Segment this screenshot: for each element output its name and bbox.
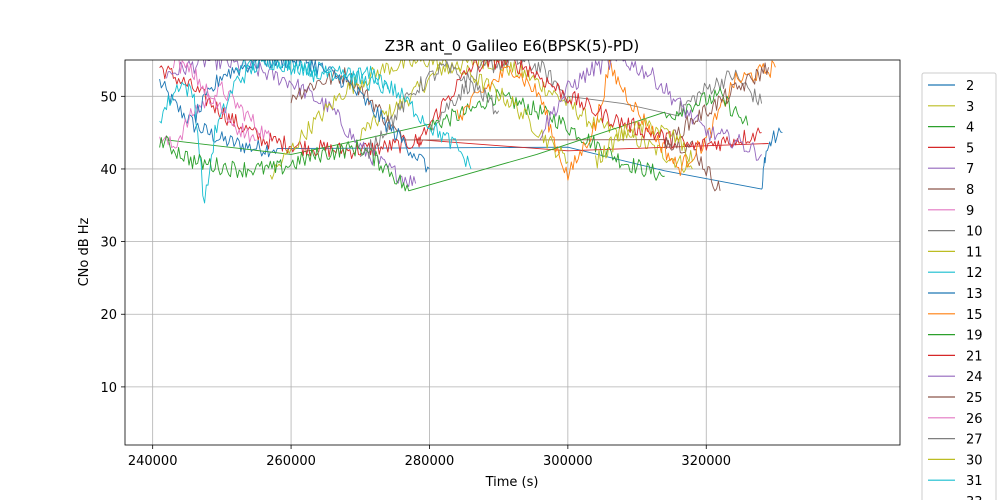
legend-label: 21 — [966, 349, 983, 364]
chart-title: Z3R ant_0 Galileo E6(BPSK(5)-PD) — [385, 37, 640, 56]
y-tick-label: 40 — [100, 163, 117, 178]
legend-label: 5 — [966, 141, 974, 156]
legend-label: 2 — [966, 79, 974, 94]
legend-label: 26 — [966, 412, 983, 427]
legend-label: 13 — [966, 287, 983, 302]
y-tick-label: 30 — [100, 236, 117, 251]
y-tick-label: 20 — [100, 308, 117, 323]
series-line-30 — [595, 118, 693, 169]
legend-label: 30 — [966, 453, 983, 468]
y-axis-title: CNo dB Hz — [77, 217, 92, 286]
series-line-8 — [290, 67, 721, 192]
legend: 2 3 4 5 7 8 9 10 11 12 13 15 19 21 24 25 26 27 30 31 33 — [921, 72, 997, 500]
x-axis-title: Time (s) — [485, 475, 539, 490]
legend-label: 31 — [966, 474, 983, 489]
series-line-21 — [415, 60, 762, 152]
legend-label: 8 — [966, 183, 974, 198]
legend-label: 10 — [966, 225, 983, 240]
series-line-11 — [269, 60, 569, 180]
legend-label: 33 — [966, 495, 983, 500]
y-tick-label: 50 — [100, 90, 117, 105]
axis-ticks: 240000 260000 280000 300000 320000 10 20 30 40 50 — [100, 90, 731, 469]
series-line-19 — [159, 87, 749, 192]
series-line-13 — [193, 60, 430, 173]
x-tick-label: 320000 — [681, 454, 731, 469]
series-line-10 — [429, 60, 763, 131]
legend-label: 9 — [966, 204, 974, 219]
x-tick-label: 240000 — [128, 454, 178, 469]
y-tick-label: 10 — [100, 381, 117, 396]
legend-label: 25 — [966, 391, 983, 406]
series-lines — [159, 60, 783, 204]
plot-frame — [124, 59, 901, 446]
series-line-24 — [539, 60, 762, 161]
series-line-5 — [159, 65, 769, 160]
legend-label: 27 — [966, 433, 983, 448]
x-tick-label: 260000 — [266, 454, 316, 469]
legend-label: 15 — [966, 308, 983, 323]
series-line-9 — [159, 81, 271, 149]
legend-box — [921, 72, 997, 500]
legend-label: 3 — [966, 100, 974, 115]
series-line-12 — [159, 60, 389, 204]
series-line-27 — [359, 60, 500, 159]
series-line-26 — [172, 60, 257, 143]
series-line-31 — [235, 60, 472, 170]
x-tick-label: 300000 — [543, 454, 593, 469]
legend-label: 12 — [966, 266, 983, 281]
legend-label: 11 — [966, 245, 983, 260]
legend-label: 24 — [966, 370, 983, 385]
legend-label: 4 — [966, 121, 974, 136]
legend-label: 7 — [966, 162, 974, 177]
series-clip-group — [159, 60, 783, 204]
series-line-4 — [166, 88, 665, 181]
x-tick-label: 280000 — [405, 454, 455, 469]
legend-label: 19 — [966, 329, 983, 344]
series-line-25 — [664, 62, 769, 149]
